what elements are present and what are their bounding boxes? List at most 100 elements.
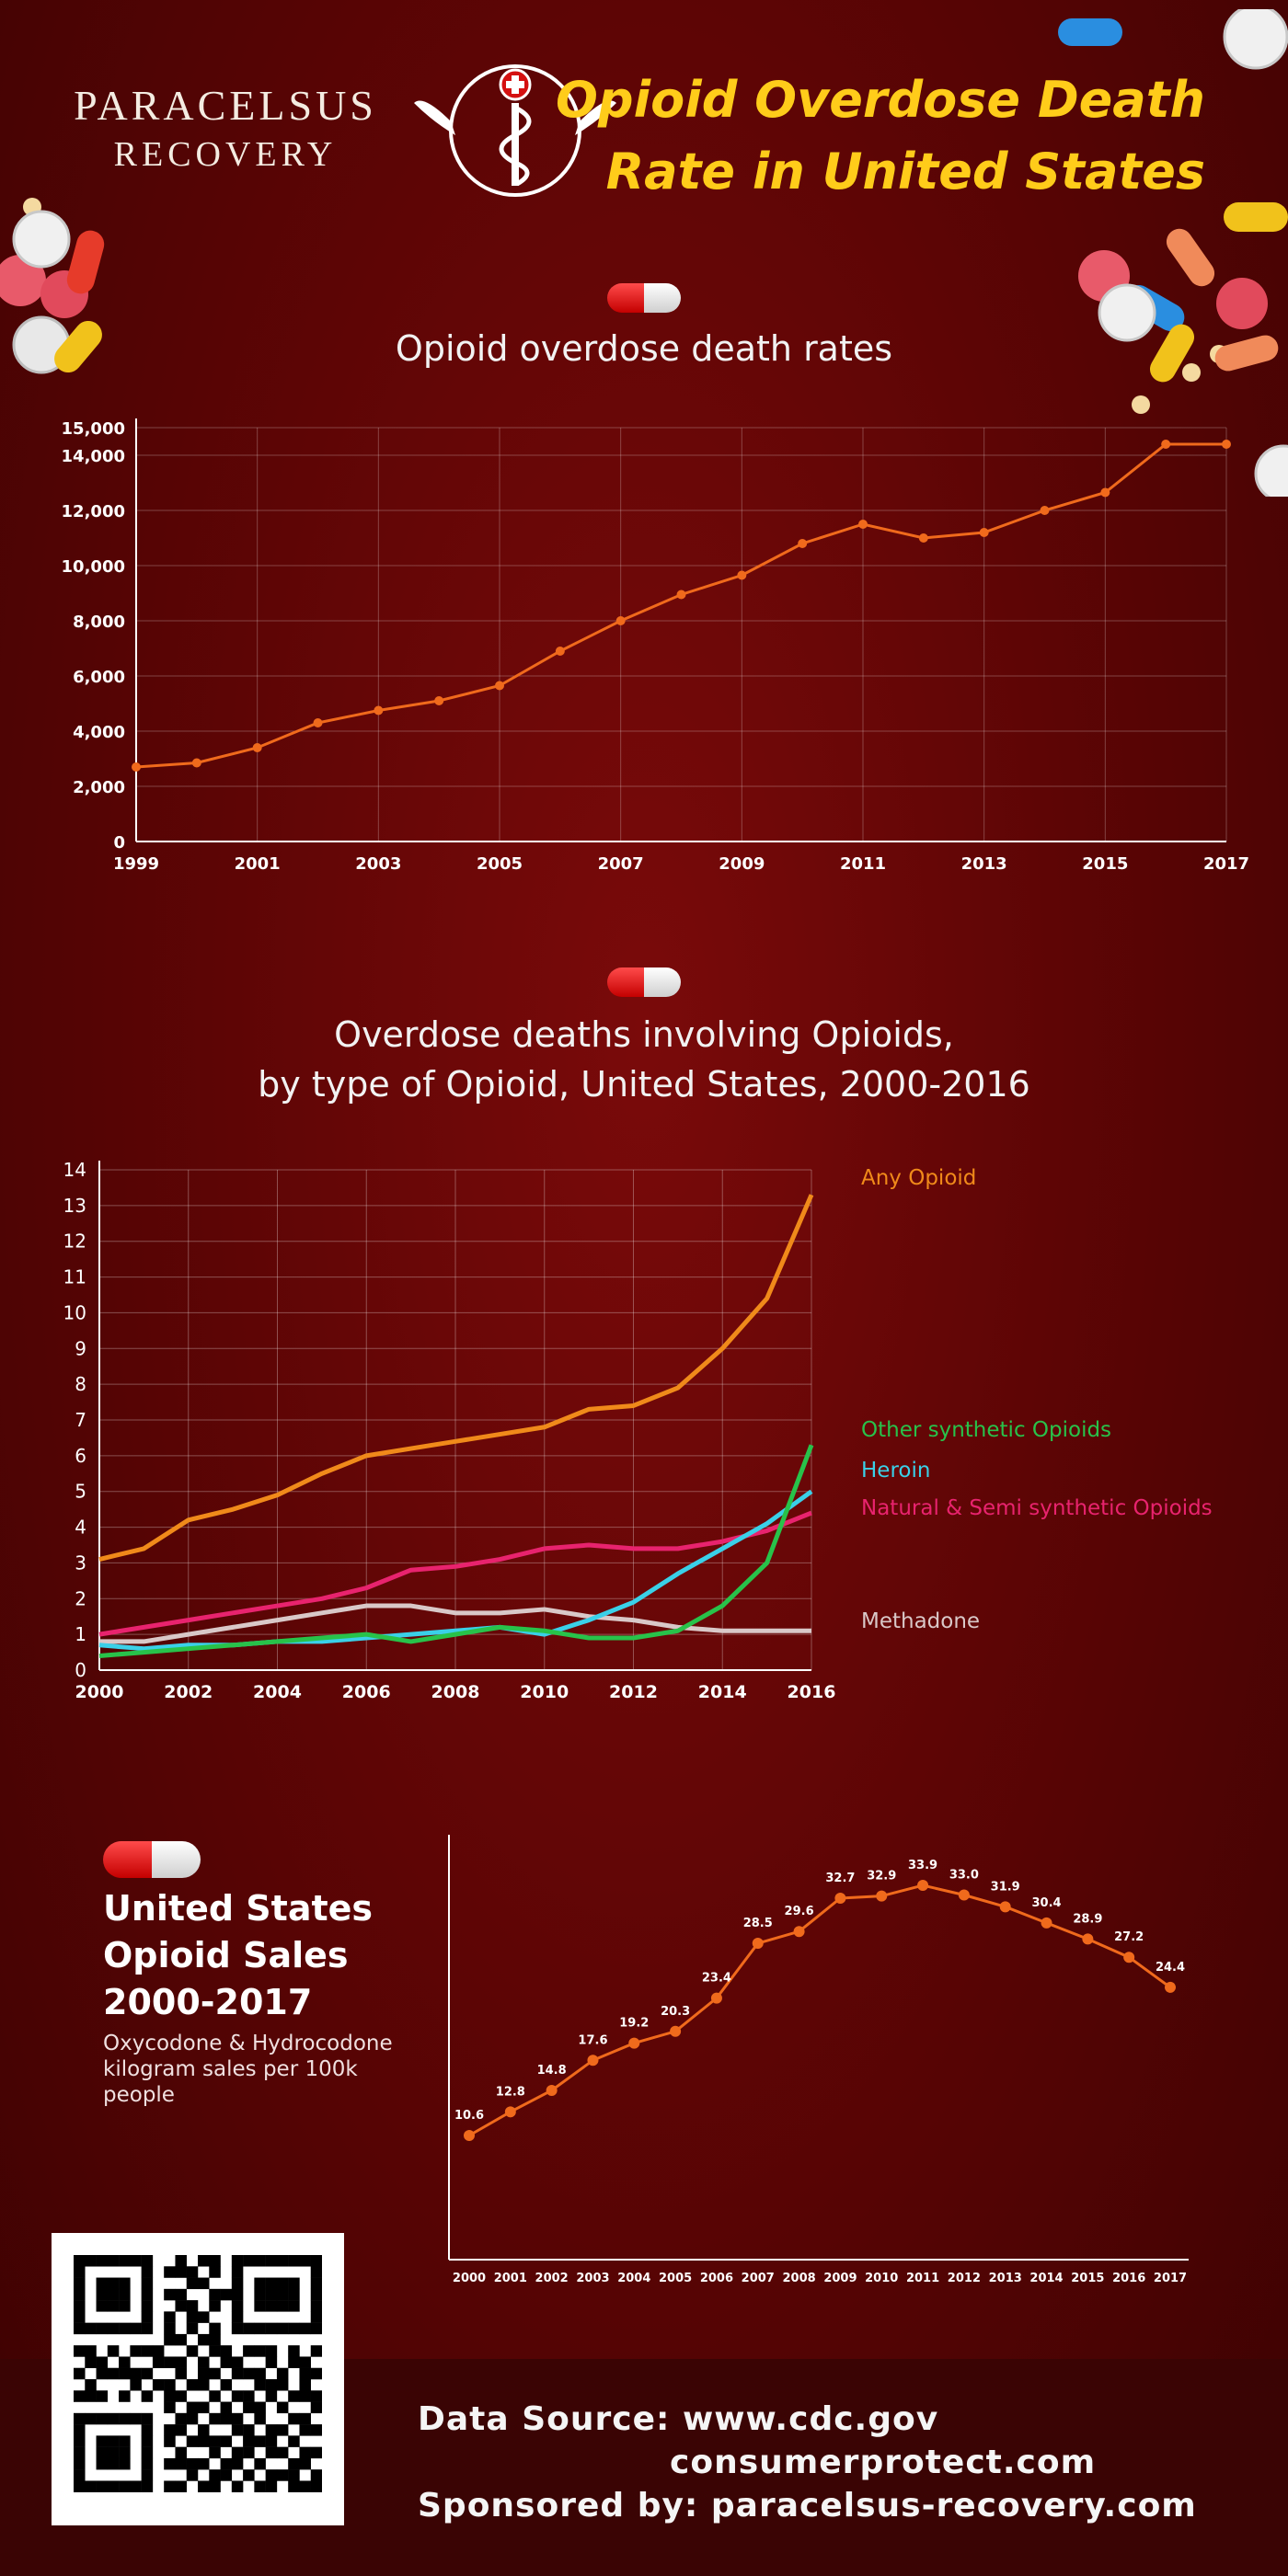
qr-module — [299, 2367, 311, 2380]
qr-module — [310, 2300, 323, 2312]
qr-module — [209, 2435, 221, 2447]
qr-module — [198, 2333, 210, 2346]
qr-module — [186, 2311, 199, 2323]
qr-module — [141, 2266, 154, 2278]
data-label: 14.8 — [537, 2064, 567, 2078]
qr-module — [175, 2288, 187, 2301]
qr-code[interactable] — [52, 2233, 344, 2525]
data-point — [834, 1893, 846, 1905]
series-line — [468, 1883, 1171, 2137]
legend-label: Heroin — [861, 1459, 930, 1483]
qr-module — [96, 2300, 109, 2312]
qr-module — [299, 2412, 311, 2425]
data-source-link-consumerprotect[interactable]: consumerprotect.com — [670, 2444, 1097, 2481]
qr-module — [130, 2412, 142, 2425]
qr-module — [130, 2345, 142, 2357]
qr-module — [141, 2322, 154, 2335]
sponsor-link[interactable]: paracelsus-recovery.com — [710, 2487, 1197, 2524]
x-tick-label: 2017 — [1203, 854, 1249, 874]
qr-module — [141, 2390, 154, 2402]
data-point — [252, 743, 262, 752]
qr-module — [299, 2446, 311, 2459]
qr-module — [175, 2480, 187, 2492]
x-tick-label: 2014 — [1029, 2272, 1063, 2285]
y-tick-label: 1 — [75, 1623, 86, 1645]
qr-module — [175, 2412, 187, 2425]
qr-module — [220, 2345, 233, 2357]
qr-module — [198, 2435, 210, 2447]
qr-module — [141, 2424, 154, 2436]
qr-module — [85, 2412, 97, 2425]
qr-module — [220, 2457, 233, 2470]
qr-module — [164, 2379, 176, 2391]
y-tick-label: 6,000 — [73, 668, 125, 687]
qr-module — [175, 2255, 187, 2267]
qr-module — [220, 2469, 233, 2481]
qr-module — [119, 2390, 131, 2402]
qr-module — [231, 2412, 244, 2425]
qr-module — [186, 2379, 199, 2391]
qr-module — [74, 2345, 86, 2357]
x-tick-label: 2009 — [823, 2272, 857, 2285]
qr-module — [243, 2367, 255, 2380]
qr-module — [107, 2288, 120, 2301]
y-tick-label: 12,000 — [62, 502, 125, 521]
x-tick-label: 2015 — [1071, 2272, 1104, 2285]
data-point — [1100, 487, 1110, 498]
qr-module — [209, 2288, 221, 2301]
qr-module — [299, 2390, 311, 2402]
qr-module — [198, 2367, 210, 2380]
y-tick-label: 15,000 — [62, 419, 125, 439]
qr-module — [288, 2288, 300, 2301]
data-point — [798, 539, 808, 548]
main-title: Opioid Overdose Death Rate in United Sta… — [556, 64, 1205, 208]
qr-module — [198, 2311, 210, 2323]
qr-module — [299, 2356, 311, 2368]
y-tick-label: 10 — [63, 1301, 86, 1323]
data-source-link-cdc[interactable]: www.cdc.gov — [682, 2400, 939, 2438]
qr-module — [254, 2480, 266, 2492]
qr-module — [141, 2277, 154, 2290]
qr-module — [141, 2345, 154, 2357]
data-point — [676, 590, 686, 600]
qr-module — [198, 2457, 210, 2470]
y-tick-label: 0 — [75, 1659, 86, 1681]
qr-module — [209, 2446, 221, 2459]
x-tick-label: 2003 — [576, 2272, 609, 2285]
qr-module — [85, 2390, 97, 2402]
x-tick-label: 2016 — [1112, 2272, 1145, 2285]
qr-module — [288, 2345, 300, 2357]
x-tick-label: 2009 — [719, 854, 765, 874]
qr-module — [96, 2288, 109, 2301]
data-label: 31.9 — [991, 1880, 1020, 1894]
qr-module — [243, 2435, 255, 2447]
qr-module — [74, 2300, 86, 2312]
x-tick-label: 2000 — [75, 1682, 124, 1702]
qr-module — [231, 2367, 244, 2380]
qr-module — [198, 2277, 210, 2290]
qr-module — [299, 2457, 311, 2470]
x-tick-label: 2001 — [235, 854, 281, 874]
qr-module — [198, 2424, 210, 2436]
x-tick-label: 2012 — [609, 1682, 658, 1702]
qr-module — [299, 2255, 311, 2267]
pill-icon — [607, 283, 681, 313]
data-label: 23.4 — [702, 1972, 731, 1986]
data-label: 33.0 — [949, 1869, 979, 1883]
qr-module — [152, 2379, 165, 2391]
qr-module — [288, 2322, 300, 2335]
qr-module — [254, 2255, 266, 2267]
x-tick-label: 2010 — [865, 2272, 898, 2285]
qr-module — [254, 2457, 266, 2470]
y-tick-label: 8 — [75, 1373, 86, 1395]
qr-module — [141, 2446, 154, 2459]
qr-module — [265, 2390, 278, 2402]
x-tick-label: 2006 — [342, 1682, 391, 1702]
y-tick-label: 3 — [75, 1551, 86, 1574]
data-point — [546, 2084, 558, 2096]
data-point — [1123, 1952, 1135, 1963]
data-label: 28.9 — [1073, 1912, 1102, 1926]
series-line — [98, 1194, 814, 1562]
qr-module — [130, 2480, 142, 2492]
qr-module — [107, 2345, 120, 2357]
